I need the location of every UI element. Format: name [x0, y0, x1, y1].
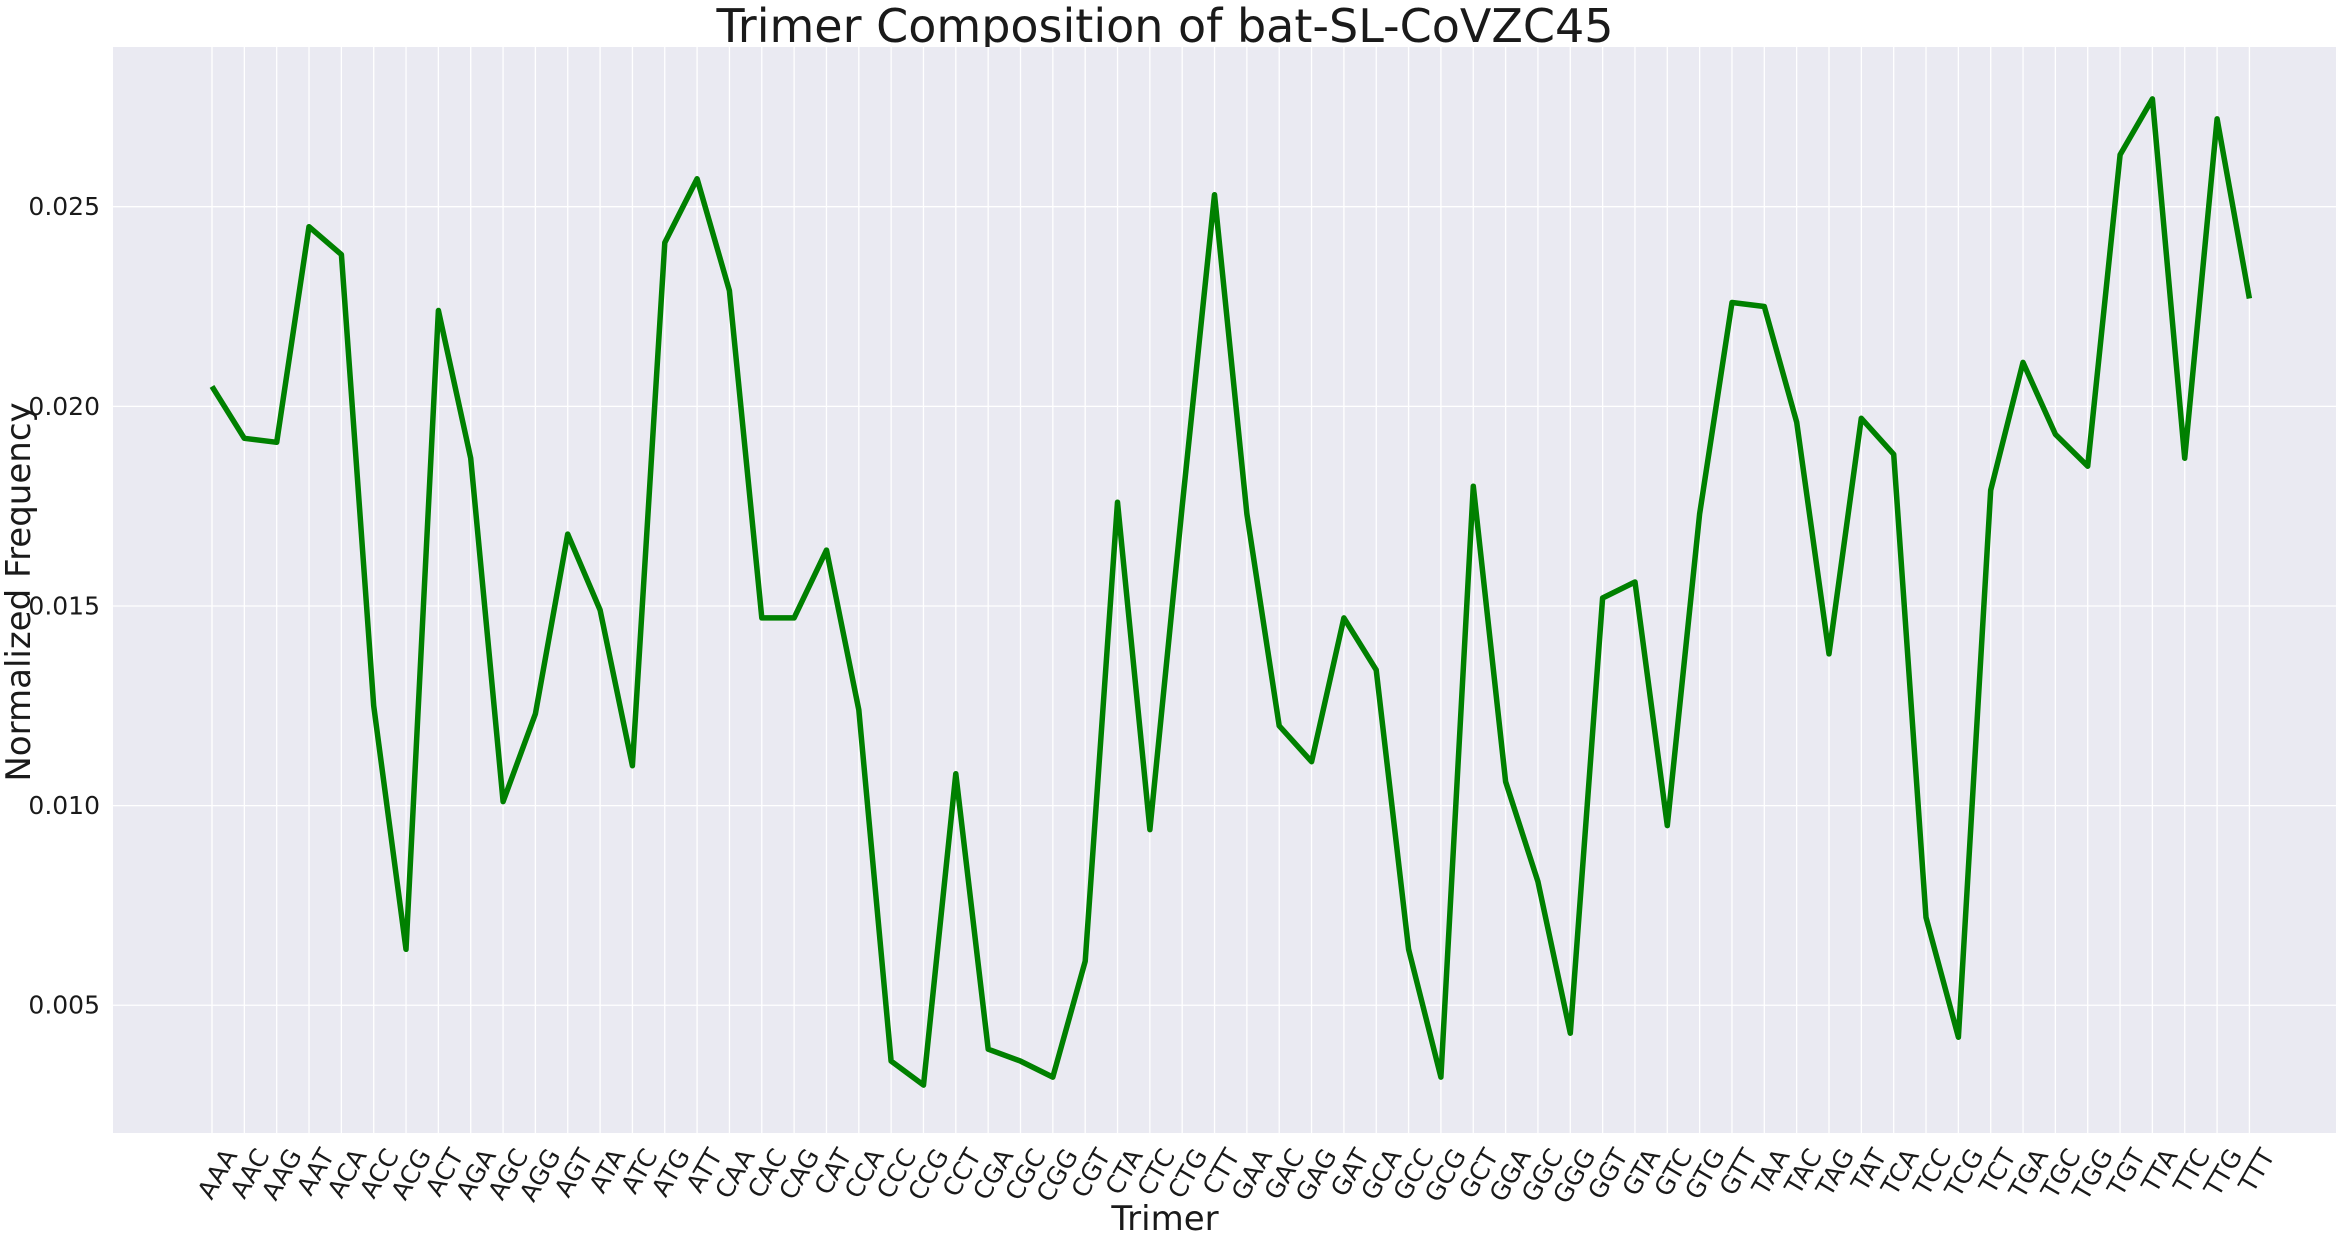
x-tick-labels: AAAAACAAGAATACAACCACGACTAGAAGCAGGAGTATAA…	[192, 1143, 2281, 1208]
y-axis-label: Normalized Frequency	[0, 402, 39, 781]
x-axis-label: Trimer	[1110, 1199, 1218, 1239]
y-tick-label: 0.005	[28, 991, 100, 1020]
x-tick-label: TTT	[2232, 1143, 2280, 1198]
y-tick-labels: 0.005 0.010 0.015 0.020 0.025	[28, 192, 100, 1020]
y-tick-label: 0.025	[28, 192, 100, 221]
chart-title: Trimer Composition of bat-SL-CoVZC45	[715, 0, 1613, 53]
plot-area	[113, 47, 2336, 1133]
y-tick-label: 0.010	[28, 791, 100, 820]
series-line	[209, 96, 2253, 1088]
y-tick-label: 0.015	[28, 591, 100, 620]
y-tick-label: 0.020	[28, 392, 100, 421]
